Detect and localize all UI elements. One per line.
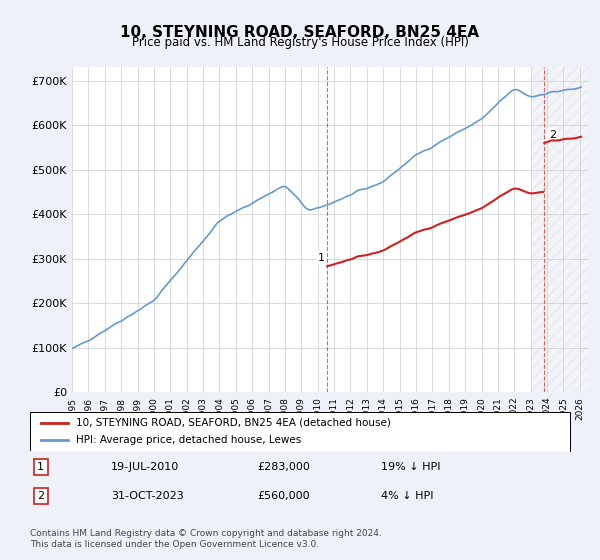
Text: HPI: Average price, detached house, Lewes: HPI: Average price, detached house, Lewe… xyxy=(76,435,301,445)
Text: 19-JUL-2010: 19-JUL-2010 xyxy=(111,462,179,472)
Text: 19% ↓ HPI: 19% ↓ HPI xyxy=(381,462,440,472)
Bar xyxy=(530,67,588,392)
Text: Price paid vs. HM Land Registry's House Price Index (HPI): Price paid vs. HM Land Registry's House … xyxy=(131,36,469,49)
Text: 10, STEYNING ROAD, SEAFORD, BN25 4EA (detached house): 10, STEYNING ROAD, SEAFORD, BN25 4EA (de… xyxy=(76,418,391,428)
Text: 10, STEYNING ROAD, SEAFORD, BN25 4EA: 10, STEYNING ROAD, SEAFORD, BN25 4EA xyxy=(121,25,479,40)
Text: £283,000: £283,000 xyxy=(257,462,310,472)
Text: 2: 2 xyxy=(549,130,556,140)
Bar xyxy=(530,67,588,392)
Text: Contains HM Land Registry data © Crown copyright and database right 2024.
This d: Contains HM Land Registry data © Crown c… xyxy=(30,529,382,549)
Text: 4% ↓ HPI: 4% ↓ HPI xyxy=(381,491,433,501)
Text: £560,000: £560,000 xyxy=(257,491,310,501)
Text: 31-OCT-2023: 31-OCT-2023 xyxy=(111,491,184,501)
Text: 1: 1 xyxy=(318,253,325,263)
Text: 2: 2 xyxy=(37,491,44,501)
Text: 1: 1 xyxy=(37,462,44,472)
